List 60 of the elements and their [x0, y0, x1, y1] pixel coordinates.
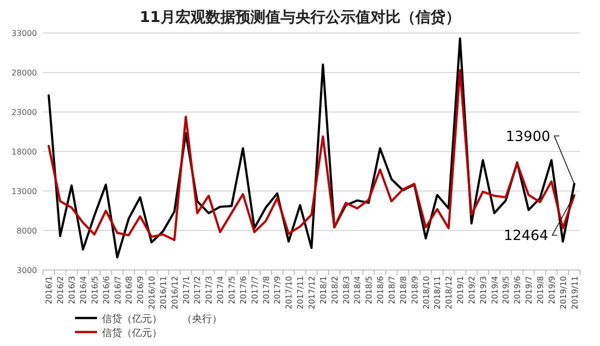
x-tick-label: 2017/7: [250, 276, 260, 304]
x-tick-label: 2019/6: [513, 276, 522, 304]
x-tick-label: 2018/5: [364, 276, 374, 304]
x-tick-label: 2016/3: [68, 276, 77, 304]
x-tick-label: 2017/6: [238, 276, 248, 304]
x-tick-label: 2018/2: [330, 276, 340, 304]
y-tick-label: 13000: [12, 187, 37, 196]
x-tick-label: 2016/4: [78, 276, 88, 304]
x-tick-label: 2016/12: [170, 276, 180, 310]
x-tick-label: 2017/5: [228, 276, 237, 304]
x-tick-label: 2019/3: [478, 276, 488, 304]
x-tick-label: 2017/1: [182, 276, 191, 304]
x-tick-label: 2017/10: [284, 276, 294, 310]
x-tick-label: 2018/11: [433, 276, 442, 310]
x-tick-label: 2019/10: [558, 276, 568, 310]
x-tick-label: 2017/4: [216, 276, 226, 304]
x-tick-label: 2017/2: [193, 276, 202, 304]
legend-label: 信贷（亿元） （央行）: [102, 313, 222, 325]
y-tick-label: 8000: [16, 226, 37, 236]
x-tick-label: 2017/12: [308, 276, 316, 310]
x-tick-label: 2018/12: [444, 276, 454, 310]
x-tick-label: 2016/10: [148, 276, 157, 310]
x-tick-label: 2016/11: [158, 276, 168, 310]
chart-title: 11月宏观数据预测值与央行公示值对比（信贷）: [140, 8, 460, 26]
y-tick-label: 33000: [12, 29, 37, 38]
x-tick-label: 2019/11: [570, 276, 580, 310]
x-tick-label: 2018/9: [410, 276, 420, 304]
x-tick-label: 2019/2: [467, 276, 476, 304]
line-series: [48, 69, 576, 242]
x-tick-label: 2017/11: [296, 276, 306, 310]
x-tick-label: 2018/4: [353, 276, 362, 304]
x-tick-label: 2018/3: [342, 276, 351, 304]
x-tick-label: 2018/8: [398, 276, 408, 304]
x-tick-label: 2016/9: [136, 276, 146, 304]
x-tick-label: 2019/5: [502, 276, 511, 304]
y-tick-label: 28000: [12, 68, 37, 78]
y-tick-label: 18000: [12, 148, 37, 156]
annotation: 13900: [506, 128, 550, 145]
x-tick-label: 2019/4: [490, 276, 500, 304]
x-tick-label: 2018/7: [387, 276, 396, 304]
x-tick-label: 2016/2: [56, 276, 66, 304]
x-tick-label: 2018/10: [422, 276, 431, 310]
y-tick-label: 23000: [12, 108, 37, 117]
x-tick-label: 2018/6: [376, 276, 386, 304]
x-tick-label: 2017/8: [262, 276, 271, 304]
x-tick-label: 2019/8: [536, 276, 546, 304]
x-tick-label: 2016/8: [124, 276, 134, 304]
x-tick-label: 2019/1: [456, 276, 466, 304]
x-tick-label: 2016/1: [44, 276, 54, 304]
x-tick-label: 2018/1: [318, 276, 328, 304]
x-tick-label: 2019/7: [524, 276, 534, 304]
y-tick-label: 3000: [16, 266, 37, 275]
annotation: 12464: [504, 228, 548, 244]
legend-label: 信贷（亿元）: [102, 327, 162, 339]
x-tick-label: 2016/5: [90, 276, 100, 304]
x-tick-label: 2016/6: [102, 276, 111, 304]
x-tick-label: 2016/7: [113, 276, 122, 304]
x-tick-label: 2017/9: [273, 276, 282, 304]
x-tick-label: 2017/3: [204, 276, 214, 304]
x-tick-label: 2019/9: [547, 276, 556, 304]
